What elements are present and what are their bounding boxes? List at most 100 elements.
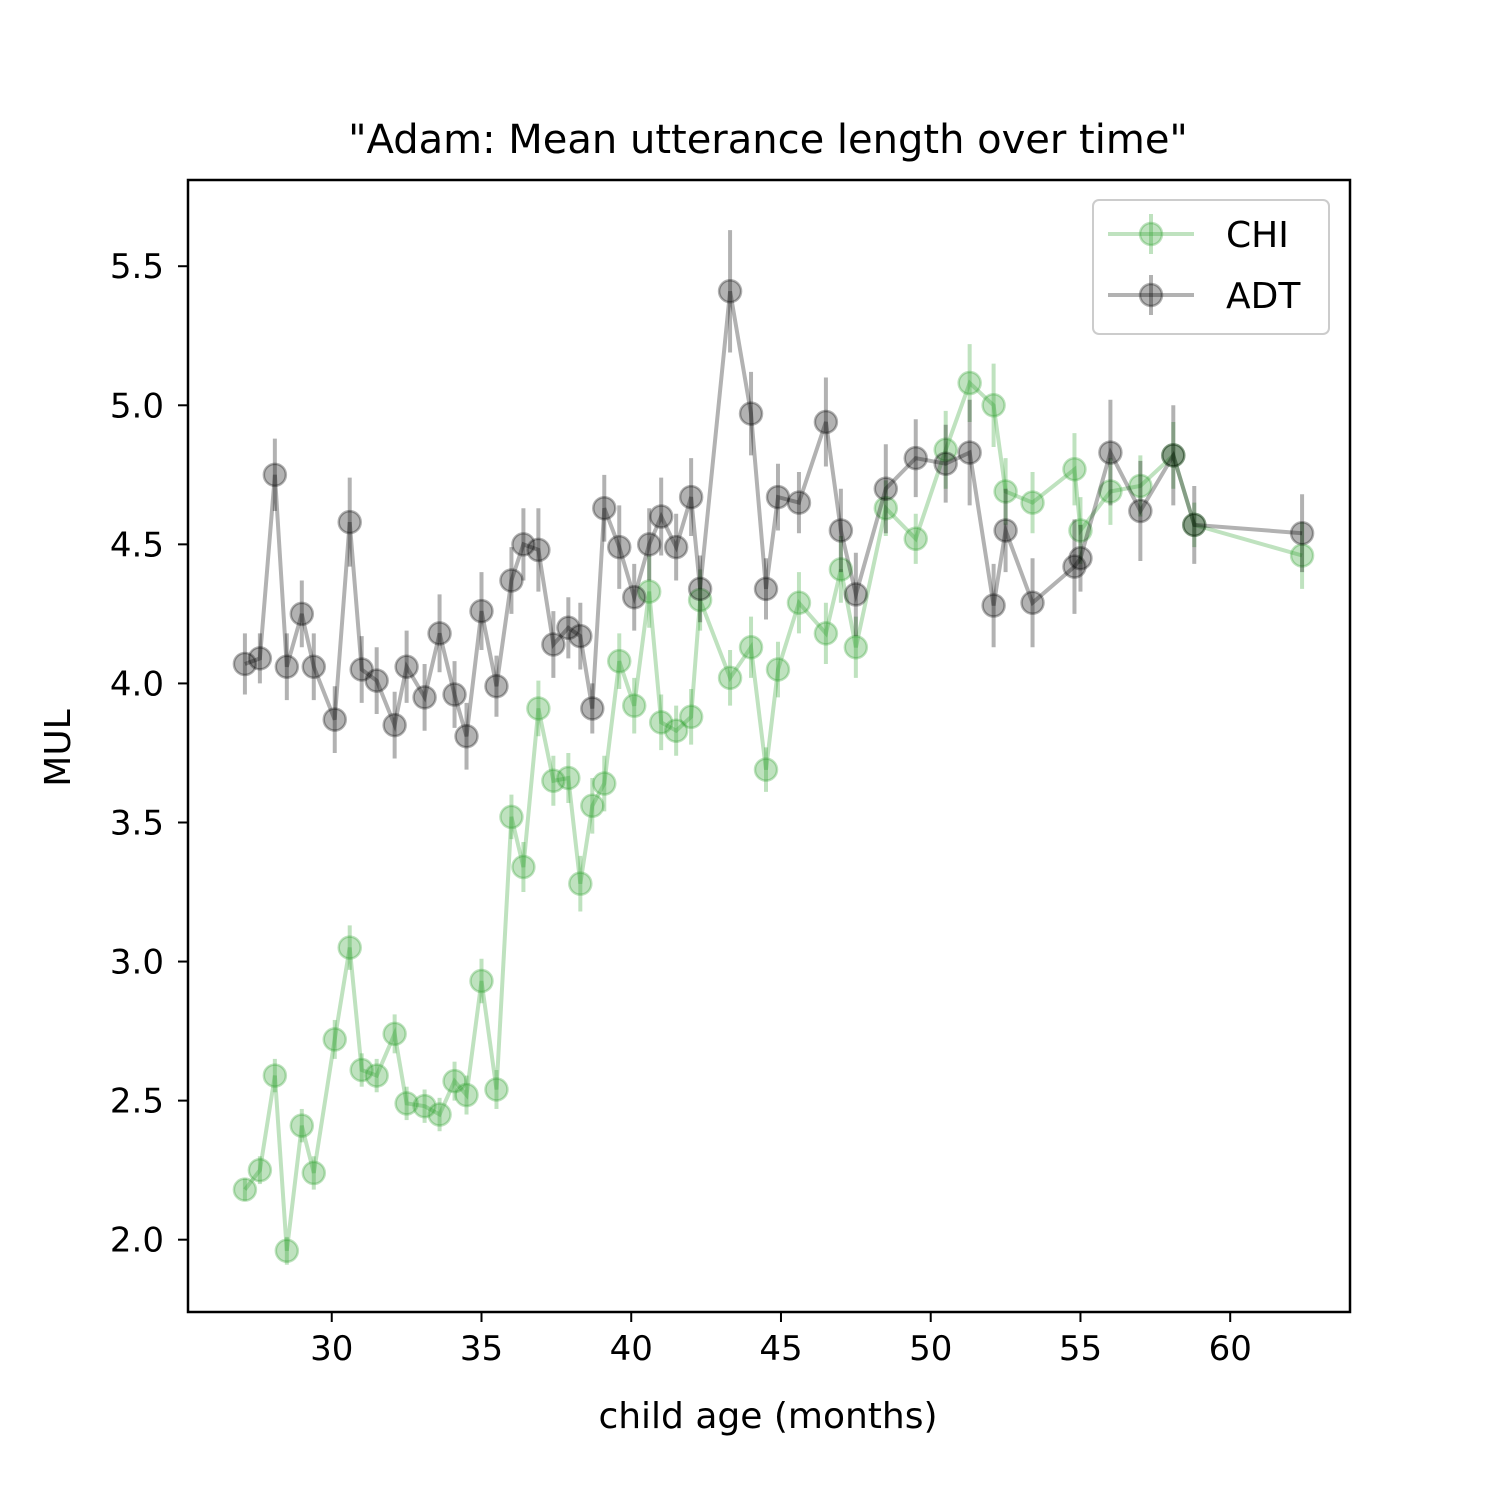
data-point-adt [813, 409, 839, 435]
y-tick-label: 3.0 [110, 943, 164, 983]
data-point-chi [337, 935, 362, 960]
legend-label-chi: CHI [1226, 215, 1289, 256]
y-tick-label: 3.5 [110, 803, 164, 843]
data-point-chi [442, 1068, 467, 1094]
plot-area [232, 230, 1315, 1265]
data-point-chi [526, 696, 551, 721]
data-point-chi [1098, 479, 1123, 504]
data-point-adt [1128, 498, 1153, 524]
data-point-adt [981, 593, 1006, 618]
data-point-chi [427, 1102, 452, 1127]
data-point-chi [382, 1021, 407, 1047]
data-point-adt [394, 654, 419, 679]
legend-label-adt: ADT [1226, 276, 1301, 317]
data-point-adt [526, 537, 551, 563]
data-point-adt [364, 668, 389, 693]
data-point-adt [717, 279, 743, 304]
series-line-adt [244, 290, 1303, 737]
data-point-adt [621, 584, 647, 610]
data-point-adt [1062, 554, 1087, 579]
y-tick-label: 2.0 [110, 1221, 164, 1261]
series-chi [232, 344, 1315, 1265]
data-point-chi [813, 621, 839, 646]
data-point-adt [568, 623, 593, 649]
x-axis-label: child age (months) [598, 1396, 937, 1437]
data-point-adt [933, 451, 958, 476]
data-point-chi [364, 1063, 389, 1088]
data-point-chi [580, 793, 605, 819]
data-point-chi [511, 854, 536, 880]
chart-title: "Adam: Mean utterance length over time" [348, 117, 1188, 163]
data-point-chi [873, 495, 899, 521]
data-point-chi [454, 1082, 479, 1108]
data-point-chi [541, 768, 566, 794]
data-point-adt [1182, 512, 1207, 538]
x-tick-label: 35 [460, 1329, 503, 1369]
data-point-adt [648, 504, 674, 529]
legend-frame [1092, 199, 1330, 335]
y-tick-label: 2.5 [110, 1082, 164, 1122]
y-tick-label: 5.0 [110, 386, 164, 426]
x-tick-label: 40 [610, 1329, 653, 1369]
data-point-adt [1289, 520, 1315, 546]
data-point-chi [981, 393, 1006, 418]
data-point-chi [607, 648, 632, 674]
data-point-chi [933, 437, 958, 463]
data-point-adt [843, 582, 869, 607]
data-point-adt [349, 657, 374, 682]
data-point-chi [1128, 473, 1153, 499]
data-point-chi [289, 1113, 315, 1138]
data-point-adt [786, 490, 812, 515]
data-point-adt [454, 724, 479, 749]
x-tick-label: 30 [310, 1329, 353, 1369]
data-point-chi [621, 693, 647, 718]
data-point-adt [607, 534, 632, 560]
data-point-chi [1062, 457, 1087, 482]
data-point-adt [636, 532, 662, 557]
data-point-chi [786, 590, 812, 616]
data-point-chi [753, 757, 779, 782]
data-point-adt [765, 484, 791, 510]
legend-marker-adt [1138, 282, 1164, 308]
data-point-adt [511, 532, 536, 557]
data-point-chi [648, 710, 674, 735]
data-point-chi [247, 1157, 273, 1183]
data-point-adt [484, 673, 509, 699]
data-point-chi [469, 968, 494, 994]
data-point-chi [412, 1093, 437, 1119]
data-point-chi [993, 479, 1018, 504]
data-point-adt [262, 462, 288, 488]
data-point-chi [274, 1238, 300, 1264]
data-point-chi [636, 579, 662, 604]
data-point-adt [556, 615, 581, 641]
data-point-adt [1068, 546, 1093, 571]
data-point-chi [568, 871, 593, 896]
x-tick-label: 60 [1209, 1329, 1252, 1369]
data-point-chi [1289, 543, 1315, 568]
y-tick-label: 4.5 [110, 525, 164, 565]
data-point-chi [484, 1077, 509, 1102]
data-point-adt [828, 518, 854, 543]
data-point-chi [1182, 512, 1207, 538]
legend-marker-chi [1138, 221, 1164, 247]
data-point-adt [580, 696, 605, 721]
series-line-chi [243, 379, 1303, 1252]
data-point-chi [592, 771, 617, 796]
x-tick-label: 55 [1059, 1329, 1102, 1369]
data-point-adt [469, 598, 494, 624]
data-point-adt [274, 654, 300, 679]
data-point-adt [1020, 590, 1045, 616]
y-tick-label: 4.0 [110, 664, 164, 704]
data-point-chi [556, 765, 581, 791]
data-point-adt [592, 495, 617, 521]
data-point-adt [337, 509, 362, 535]
data-point-chi [1161, 443, 1186, 468]
data-point-chi [687, 587, 713, 613]
data-point-chi [828, 557, 854, 582]
y-axis-label: MUL [38, 709, 79, 786]
data-point-adt [1161, 443, 1186, 468]
data-point-chi [301, 1160, 327, 1186]
data-point-adt [903, 445, 928, 471]
data-point-chi [232, 1177, 258, 1202]
